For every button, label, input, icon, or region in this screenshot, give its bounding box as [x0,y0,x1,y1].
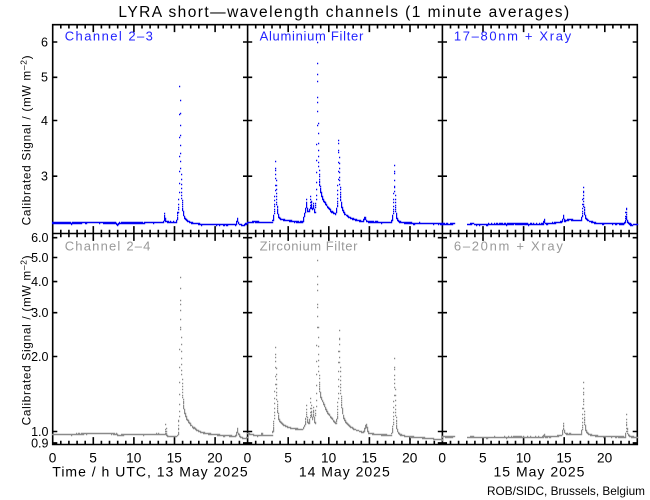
svg-text:LYRA short—wavelength channels: LYRA short—wavelength channels (1 minute… [118,4,570,21]
svg-text:1.0: 1.0 [31,425,48,439]
svg-text:5: 5 [284,450,292,465]
svg-text:0: 0 [244,450,252,465]
svg-text:20: 20 [597,450,613,465]
svg-text:10: 10 [516,450,532,465]
svg-text:15 May 2025: 15 May 2025 [494,463,586,479]
svg-text:3.0: 3.0 [31,306,48,320]
svg-text:4.0: 4.0 [31,275,48,289]
svg-text:6–20nm + Xray: 6–20nm + Xray [454,238,565,253]
svg-text:ROB/SIDC, Brussels, Belgium: ROB/SIDC, Brussels, Belgium [487,484,645,498]
svg-text:15: 15 [556,450,572,465]
svg-text:Channel 2–3: Channel 2–3 [65,28,155,43]
svg-text:4: 4 [41,114,48,128]
svg-text:2.0: 2.0 [31,350,48,364]
svg-text:3: 3 [41,170,48,184]
svg-text:0.9: 0.9 [31,436,48,450]
svg-text:17–80nm + Xray: 17–80nm + Xray [454,28,573,43]
svg-text:0: 0 [438,450,446,465]
svg-text:0: 0 [49,450,57,465]
svg-text:5: 5 [479,450,487,465]
svg-text:5: 5 [89,450,97,465]
svg-text:5: 5 [41,71,48,85]
svg-text:15: 15 [167,450,183,465]
svg-text:6.0: 6.0 [31,231,48,245]
svg-text:6: 6 [41,35,48,49]
svg-text:Time / h UTC, 13 May 2025: Time / h UTC, 13 May 2025 [52,463,248,479]
svg-text:Channel 2–4: Channel 2–4 [65,238,152,253]
svg-text:10: 10 [126,450,142,465]
svg-text:Aluminium Filter: Aluminium Filter [260,28,364,43]
svg-text:20: 20 [207,450,223,465]
svg-text:Calibrated Signal / (mW m–2): Calibrated Signal / (mW m–2) [19,255,34,426]
svg-text:20: 20 [402,450,418,465]
svg-text:15: 15 [362,450,378,465]
svg-text:Zirconium Filter: Zirconium Filter [260,238,358,253]
svg-text:Calibrated Signal / (mW m–2): Calibrated Signal / (mW m–2) [19,55,34,226]
svg-text:14 May 2025: 14 May 2025 [299,463,391,479]
svg-text:10: 10 [321,450,337,465]
svg-text:5.0: 5.0 [31,251,48,265]
